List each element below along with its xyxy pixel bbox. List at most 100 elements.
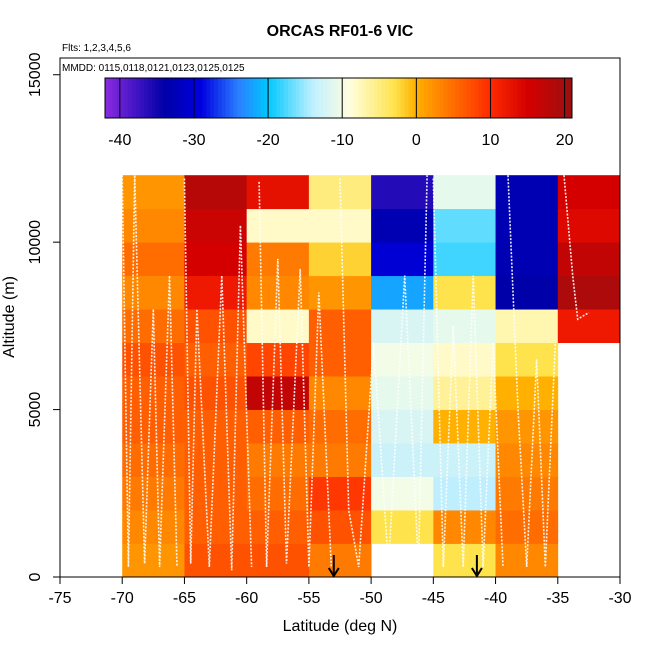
colorbar-segment <box>245 78 250 118</box>
colorbar-segment <box>132 78 137 118</box>
colorbar-segment <box>540 78 546 118</box>
heatmap-cell <box>308 443 372 477</box>
x-tick-label: -30 <box>608 590 631 607</box>
colorbar-segment <box>443 78 448 118</box>
colorbar-segment <box>498 78 503 118</box>
heatmap-cell <box>308 376 372 410</box>
colorbar-segment <box>338 78 343 118</box>
colorbar: -40 -30 -20 -10 0 10 20 <box>104 77 574 149</box>
colorbar-segment <box>428 78 433 118</box>
colorbar-segment <box>396 78 402 118</box>
colorbar-segment <box>529 78 534 118</box>
heatmap-cell <box>246 208 310 243</box>
heatmap-cell <box>371 208 434 243</box>
heatmap-cell <box>246 409 310 444</box>
colorbar-segment <box>544 78 550 118</box>
colorbar-segment <box>206 78 211 118</box>
colorbar-segment <box>295 78 301 118</box>
colorbar-segment <box>536 78 542 118</box>
x-tick-label: -60 <box>235 590 258 607</box>
colorbar-segment <box>474 78 480 118</box>
colorbar-segment <box>268 78 273 118</box>
colorbar-segment <box>513 78 519 118</box>
latitude-arrow-marker <box>471 555 483 578</box>
heatmap-cell <box>495 342 559 377</box>
heatmap-cell <box>184 476 248 511</box>
heatmap-cell <box>495 443 559 477</box>
heatmap-cell <box>495 510 559 544</box>
x-tick-label: -40 <box>484 590 507 607</box>
colorbar-segment <box>357 78 363 118</box>
colorbar-segment <box>233 78 238 118</box>
heatmap-cell <box>495 242 559 277</box>
heatmap-cell <box>308 242 372 277</box>
x-axis: -75 -70 -65 -60 -55 -50 -45 -40 -35 -30 <box>48 576 632 607</box>
heatmap-cell <box>246 342 310 377</box>
x-tick-label: -50 <box>360 590 383 607</box>
colorbar-segment <box>404 78 410 118</box>
y-tick-label: 15000 <box>27 52 44 97</box>
flights-note: Flts: 1,2,3,4,5,6 <box>62 43 131 54</box>
colorbar-segment <box>108 78 114 118</box>
colorbar-segment <box>291 78 297 118</box>
flight-tracks <box>121 175 590 571</box>
colorbar-segment <box>509 78 515 118</box>
flight-track <box>183 178 253 571</box>
colorbar-segment <box>435 78 441 118</box>
colorbar-segment <box>120 78 125 118</box>
colorbar-segment <box>556 78 561 118</box>
colorbar-segment <box>548 78 554 118</box>
colorbar-segment <box>163 78 168 118</box>
colorbar-segment <box>381 78 386 118</box>
colorbar-segment <box>470 78 476 118</box>
colorbar-segment <box>564 78 569 118</box>
colorbar-segment <box>167 78 172 118</box>
y-axis-label: Altitude (m) <box>1 276 18 358</box>
colorbar-segment <box>568 78 573 118</box>
colorbar-segment <box>373 78 378 118</box>
colorbar-segment <box>412 78 417 118</box>
y-tick-label: 0 <box>27 572 44 581</box>
chart-title: ORCAS RF01-6 VIC <box>267 23 414 40</box>
heatmap-cell <box>308 543 372 578</box>
colorbar-segment <box>256 78 262 118</box>
colorbar-segment <box>210 78 215 118</box>
colorbar-segment <box>334 78 339 118</box>
colorbar-segment <box>136 78 141 118</box>
heatmap-cell <box>371 175 434 210</box>
heatmap-cell <box>246 543 310 578</box>
heatmap-cell <box>433 175 496 210</box>
colorbar-segment <box>287 78 293 118</box>
colorbar-segment <box>241 78 246 118</box>
colorbar-segment <box>346 78 351 118</box>
heatmap-cell <box>371 443 434 477</box>
colorbar-segment <box>322 78 328 118</box>
heatmap-cell <box>122 376 185 410</box>
y-tick-label: 5000 <box>27 392 44 428</box>
heatmap-cell <box>371 342 434 377</box>
heatmap-cell <box>371 476 434 511</box>
heatmap-cell <box>371 376 434 410</box>
colorbar-segment <box>143 78 149 118</box>
colorbar-segment <box>248 78 254 118</box>
colorbar-segment <box>299 78 304 118</box>
colorbar-segment <box>194 78 199 118</box>
heatmap-cell <box>122 275 185 310</box>
colorbar-segment <box>478 78 483 118</box>
colorbar-segment <box>151 78 157 118</box>
colorbar-segment <box>385 78 390 118</box>
colorbar-segment <box>198 78 203 118</box>
heatmap-cell <box>308 409 372 444</box>
heatmap-cell <box>184 309 248 344</box>
colorbar-segment <box>533 78 538 118</box>
heatmap-cell <box>184 510 248 544</box>
heatmap-cell <box>246 309 310 344</box>
colorbar-segment <box>392 78 398 118</box>
heatmap-cell <box>184 175 248 210</box>
colorbar-segment <box>361 78 367 118</box>
colorbar-segment <box>552 78 557 118</box>
heatmap-cell <box>122 443 185 477</box>
x-tick-label: -75 <box>48 590 71 607</box>
heatmap-cell <box>122 208 185 243</box>
colorbar-segment <box>182 78 188 118</box>
